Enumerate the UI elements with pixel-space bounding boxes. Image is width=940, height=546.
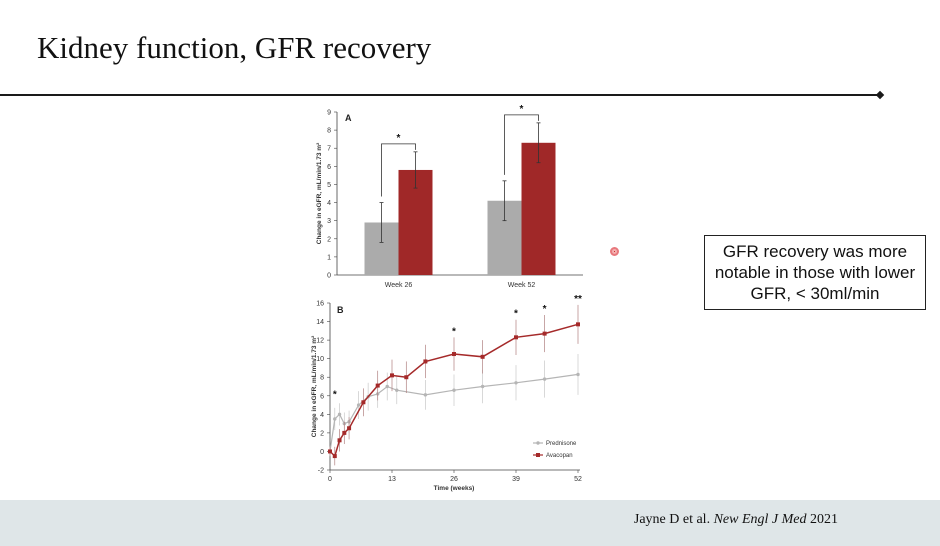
data-point [332,454,337,459]
data-point [514,335,518,340]
series-line-prednisone [329,373,579,452]
x-tick-label: 52 [574,476,582,483]
x-tick-label: 39 [512,476,520,483]
y-tick-label: 2 [320,430,324,437]
y-tick-label: 0 [327,273,331,280]
y-tick-label: 4 [320,412,324,419]
y-tick-label: 2 [327,236,331,243]
y-tick-label: 8 [327,128,331,135]
data-point [480,354,485,359]
significance-marker: * [543,304,547,315]
data-point [333,417,337,421]
y-tick-label: 9 [327,110,331,117]
x-tick-label: 26 [450,476,458,483]
y-tick-label: 7 [327,146,331,153]
data-point [385,384,389,389]
legend-swatch-marker [536,441,540,445]
legend-label: Prednisone [546,441,577,447]
legend-swatch-marker [536,453,540,457]
y-tick-label: 16 [316,301,324,308]
data-point [423,393,428,397]
panel-label: A [345,113,352,123]
data-point [514,381,518,385]
x-tick-label: Week 52 [508,282,536,289]
slide-title: Kidney function, GFR recovery [37,30,432,65]
y-tick-label: 6 [320,393,324,400]
data-point [480,384,485,389]
significance-marker: * [452,326,456,337]
significance-bracket [504,114,539,175]
data-point [423,359,428,364]
significance-marker: * [397,133,401,144]
x-tick-label: 0 [328,476,332,483]
significance-marker: * [514,309,518,320]
data-point [390,373,394,378]
data-point [542,331,547,336]
title-divider [0,94,881,96]
significance-marker: * [520,104,524,115]
callout-box: GFR recovery was more notable in those w… [704,235,926,310]
y-axis-title: Change in eGFR, mL/min/1.73 m² [316,142,323,244]
y-tick-label: 5 [327,182,331,189]
y-tick-label: 3 [327,218,331,225]
citation-year: 2021 [810,512,838,527]
y-tick-label: 0 [320,449,324,456]
pointer-indicator [610,247,619,256]
citation-authors: Jayne D et al. [633,512,711,527]
y-axis-title: Change in eGFR, mL/min/1.73 m² [311,335,318,437]
data-point [404,375,409,380]
data-point [395,388,399,392]
line-chart-panel-b: -2 0 2 4 6 8 10 12 14 16 0 13 26 39 52 Time (weeks) Chan… [311,294,582,492]
data-point [576,372,580,377]
callout-text: GFR recovery was more notable in those w… [714,242,916,303]
data-point [452,352,456,357]
bar [521,142,556,275]
data-point [342,430,347,435]
data-point [361,400,366,405]
data-point [337,438,342,443]
y-tick-label: 1 [327,254,331,261]
y-tick-label: 4 [327,200,331,207]
significance-marker: ** [574,294,582,305]
citation: Jayne D et al. New Engl J Med 2021 [634,512,838,528]
figure-gfr-change: 0 1 2 3 4 5 6 7 8 9 Change in eGFR, mL/min/1.73 m²… [300,103,600,495]
bar-chart-panel-a: 0 1 2 3 4 5 6 7 8 9 Change in eGFR, mL/min/1.73 m²… [316,104,583,289]
y-tick-label: 14 [316,319,324,326]
data-point [347,426,352,431]
data-point [576,322,580,327]
footer-band: Jayne D et al. New Engl J Med 2021 [0,500,940,546]
divider-end-marker [875,90,885,100]
x-axis-title: Time (weeks) [434,485,475,492]
citation-journal: New Engl J Med [713,512,807,527]
y-tick-label: 10 [316,356,324,363]
data-point [375,383,380,388]
significance-marker: * [333,389,337,400]
data-point [328,449,332,454]
y-tick-label: -2 [318,468,324,475]
data-point [452,388,456,392]
y-tick-label: 8 [320,375,324,382]
panel-label: B [337,305,344,315]
legend-label: Avacopan [546,453,573,459]
x-tick-label: Week 26 [385,282,413,289]
data-point [356,403,361,407]
significance-bracket [381,143,416,197]
y-tick-label: 6 [327,164,331,171]
data-point [542,377,547,381]
y-tick-label: 12 [316,338,324,345]
data-point [337,412,342,417]
x-tick-label: 13 [388,476,396,483]
